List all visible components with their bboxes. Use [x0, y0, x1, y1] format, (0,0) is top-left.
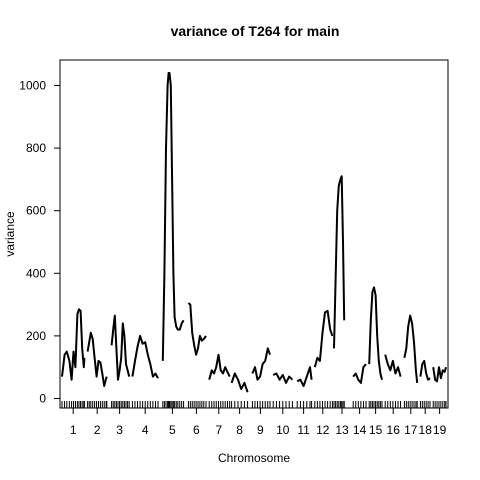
x-tick-label-15: 15 — [369, 423, 383, 437]
series-line-chr7 — [208, 353, 231, 380]
x-tick-label-2: 2 — [94, 423, 101, 437]
series-line-chr14 — [352, 363, 367, 384]
x-axis: 1 2 3 4 5 6 7 8 9 10 11 12 13 14 15 16 17 18 19 — [70, 408, 447, 437]
series-line-chr2 — [86, 331, 108, 387]
series-line-chr9 — [251, 347, 271, 381]
x-tick-label-16: 16 — [387, 423, 401, 437]
x-tick-label-13: 13 — [335, 423, 349, 437]
x-tick-label-4: 4 — [142, 423, 149, 437]
x-tick-label-9: 9 — [257, 423, 264, 437]
series-line-chr19 — [432, 366, 447, 383]
series-line-chr17 — [403, 314, 419, 384]
y-tick-label-200: 200 — [26, 329, 46, 343]
series-line-chr3 — [110, 314, 131, 381]
x-tick-label-6: 6 — [193, 423, 200, 437]
series-line-chr13 — [333, 175, 346, 349]
x-tick-label-17: 17 — [404, 423, 418, 437]
x-tick-label-18: 18 — [419, 423, 433, 437]
series-line-chr12 — [313, 309, 334, 368]
x-tick-label-10: 10 — [276, 423, 290, 437]
y-axis-label: variance — [3, 211, 17, 257]
series-line-chr5 — [161, 72, 185, 361]
marker-rug — [61, 401, 447, 408]
series-line-chr8 — [230, 372, 249, 393]
x-tick-label-3: 3 — [116, 423, 123, 437]
x-tick-label-5: 5 — [169, 423, 176, 437]
x-tick-label-11: 11 — [297, 423, 310, 437]
series-line-chr15 — [368, 286, 383, 380]
series-line-chr10 — [272, 372, 294, 384]
series-line-chr11 — [296, 366, 313, 387]
x-axis-label: Chromosome — [218, 451, 290, 465]
series-line-chr18 — [419, 359, 431, 381]
x-tick-label-8: 8 — [236, 423, 243, 437]
y-axis: 0 200 400 600 800 1000 — [19, 79, 60, 406]
y-tick-label-0: 0 — [39, 392, 46, 406]
series-lines — [61, 72, 447, 393]
y-tick-label-800: 800 — [26, 141, 46, 155]
x-tick-label-19: 19 — [433, 423, 447, 437]
x-tick-label-1: 1 — [70, 423, 77, 437]
series-line-chr6 — [187, 302, 207, 356]
x-tick-label-14: 14 — [353, 423, 367, 437]
plot-frame — [59, 59, 449, 409]
chart-title: variance of T264 for main — [171, 23, 340, 39]
y-tick-label-400: 400 — [26, 266, 46, 280]
x-tick-label-7: 7 — [215, 423, 222, 437]
x-tick-label-12: 12 — [316, 423, 330, 437]
series-line-chr1 — [61, 308, 86, 381]
series-line-chr16 — [384, 354, 402, 377]
y-tick-label-600: 600 — [26, 204, 46, 218]
y-tick-label-1000: 1000 — [19, 79, 46, 93]
series-line-chr4 — [131, 334, 159, 379]
